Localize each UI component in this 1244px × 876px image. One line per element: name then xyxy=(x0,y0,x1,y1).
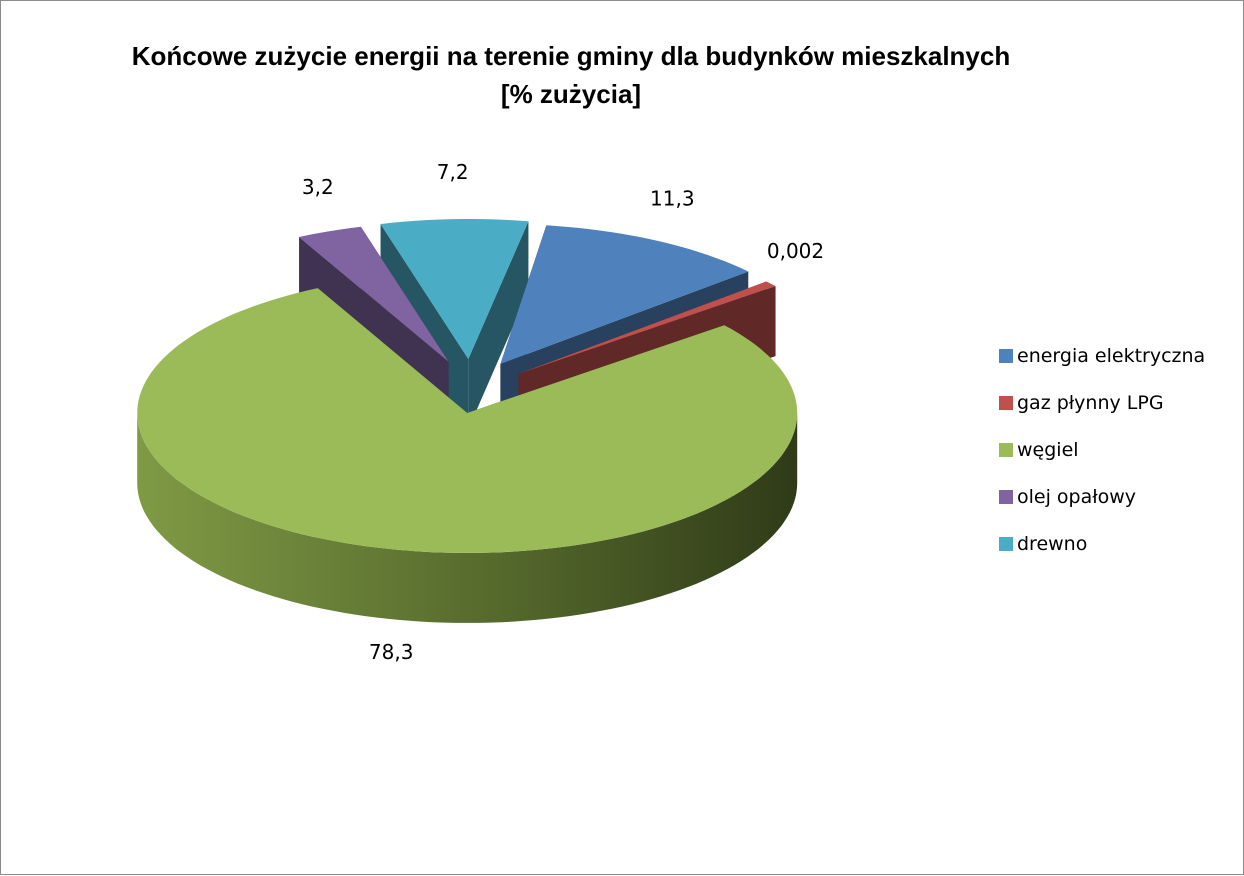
legend-item-gaz-plynny-lpg: gaz płynny LPG xyxy=(999,388,1205,418)
slice-side-wegiel xyxy=(137,412,798,623)
legend-swatch xyxy=(999,443,1013,457)
slice-top-gaz-plynny-lpg xyxy=(518,281,776,374)
data-label-olej-opalowy: 3,2 xyxy=(302,175,334,199)
slice-top-energia-elektryczna xyxy=(500,225,749,364)
legend-label: gaz płynny LPG xyxy=(1017,392,1164,414)
slice-top-wegiel xyxy=(137,288,798,553)
legend-swatch xyxy=(999,349,1013,363)
pie-slice-wegiel xyxy=(137,288,798,623)
legend-item-olej-opalowy: olej opałowy xyxy=(999,482,1205,512)
legend-label: olej opałowy xyxy=(1017,486,1137,508)
legend-label: energia elektryczna xyxy=(1017,345,1206,367)
chart-title: Końcowe zużycie energii na terenie gminy… xyxy=(131,41,1011,109)
slice-top-drewno xyxy=(380,219,529,359)
legend-swatch xyxy=(999,490,1013,504)
legend: energia elektryczna gaz płynny LPG węgiel o… xyxy=(999,341,1205,576)
slice-wall-drewno-1 xyxy=(468,221,529,429)
data-label-wegiel: 78,3 xyxy=(369,640,414,664)
legend-item-energia-elektryczna: energia elektryczna xyxy=(999,341,1205,371)
legend-swatch xyxy=(999,537,1013,551)
data-label-gaz-plynny-lpg: 0,002 xyxy=(767,239,824,263)
legend-label: węgiel xyxy=(1017,439,1079,461)
legend-item-wegiel: węgiel xyxy=(999,435,1205,465)
legend-label: drewno xyxy=(1017,533,1088,555)
legend-item-drewno: drewno xyxy=(999,529,1205,559)
legend-swatch xyxy=(999,396,1013,410)
data-label-energia-elektryczna: 11,3 xyxy=(650,187,695,211)
slice-top-olej-opalowy xyxy=(299,226,449,362)
data-label-drewno: 7,2 xyxy=(437,160,469,184)
